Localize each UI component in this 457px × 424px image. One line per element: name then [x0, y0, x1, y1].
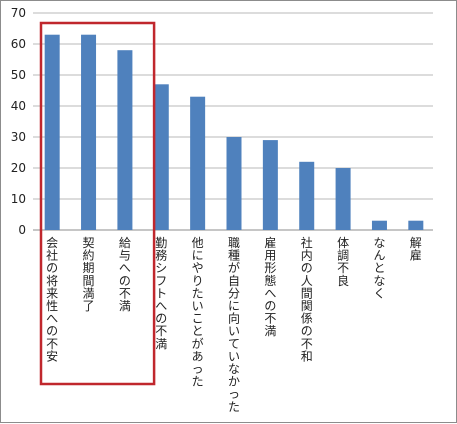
category-label: なんとなく: [373, 236, 385, 300]
category-label: 雇用形態への不満: [264, 235, 276, 338]
category-label: 会社の将来性への不安: [46, 236, 58, 363]
bar-2: [117, 50, 133, 231]
y-tick-label: 10: [11, 192, 26, 206]
y-tick-label: 40: [11, 99, 26, 113]
bar-6: [262, 140, 278, 230]
y-tick-label: 20: [11, 161, 26, 175]
category-label: 解雇: [410, 236, 422, 263]
y-axis-ticks: 0 10 20 30 40 50 60 70: [11, 6, 26, 237]
bars: [44, 34, 424, 231]
bar-9: [371, 220, 387, 230]
bar-4: [190, 96, 206, 230]
category-label: 社内の人間関係の不和: [301, 235, 313, 363]
bar-5: [226, 137, 242, 230]
highlight-box: [39, 21, 156, 386]
y-tick-label: 0: [18, 223, 26, 237]
y-tick-label: 70: [11, 6, 26, 20]
category-label: 勤務シフトへの不満: [155, 236, 167, 351]
y-tick-label: 30: [11, 130, 26, 144]
category-label: 体調不良: [337, 236, 349, 288]
bar-7: [299, 161, 315, 230]
bar-1: [81, 34, 97, 231]
y-tick-label: 60: [11, 37, 26, 51]
bar-10: [408, 220, 424, 230]
bar-0: [44, 34, 60, 231]
category-labels: 会社の将来性への不安 契約期間満了 給与への不満 勤務シフトへの不満 他にやりたいことが…: [46, 235, 422, 414]
category-label: 職種が自分に向いていなかった: [228, 236, 240, 414]
bar-3: [153, 84, 169, 230]
bar-8: [335, 168, 351, 230]
category-label: 給与への不満: [119, 236, 131, 313]
category-label: 契約期間満了: [83, 236, 95, 313]
category-label: 他にやりたいことがあった: [192, 236, 204, 389]
y-tick-label: 50: [11, 68, 26, 82]
